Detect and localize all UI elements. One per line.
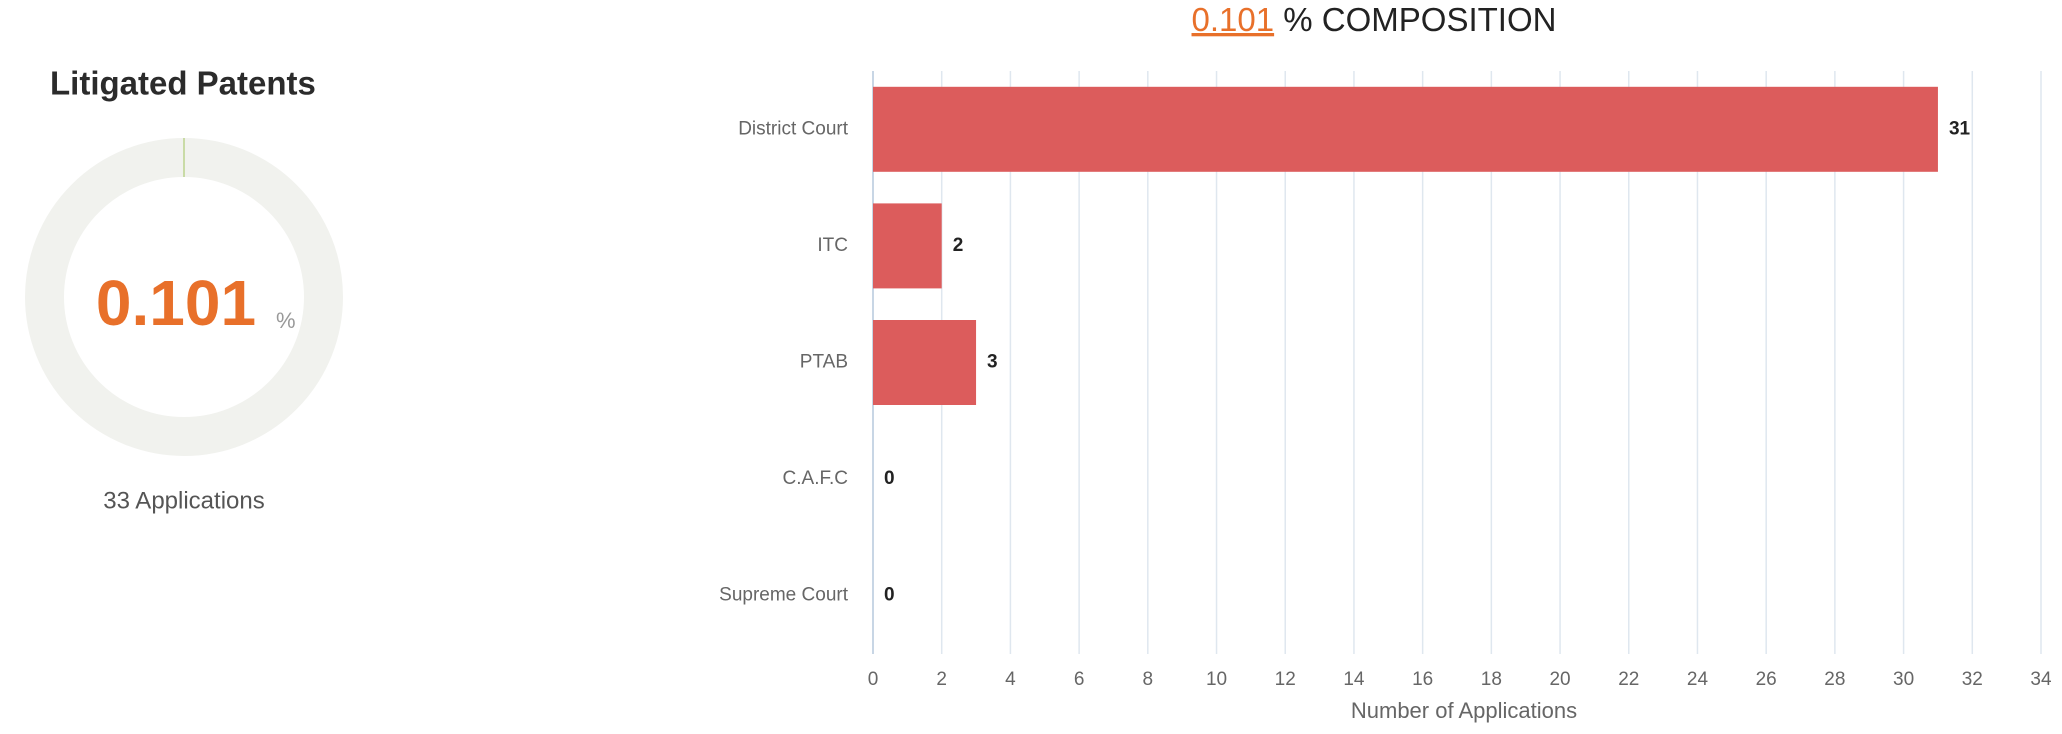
x-tick-label: 32 xyxy=(1962,669,1983,690)
bar xyxy=(873,203,942,289)
x-tick-label: 10 xyxy=(1206,669,1227,690)
gauge-caption: 33 Applications xyxy=(103,487,264,514)
y-tick-label: PTAB xyxy=(800,352,848,373)
x-tick-label: 6 xyxy=(1074,669,1085,690)
x-tick-label: 12 xyxy=(1275,669,1296,690)
x-tick-label: 16 xyxy=(1412,669,1433,690)
gauge-unit: % xyxy=(276,308,296,333)
y-tick-label: Supreme Court xyxy=(719,585,849,606)
x-tick-label: 2 xyxy=(936,669,947,690)
value-label: 0 xyxy=(884,585,895,606)
value-label: 3 xyxy=(987,352,998,373)
value-label: 31 xyxy=(1949,118,1971,139)
x-tick-label: 28 xyxy=(1824,669,1845,690)
y-tick-label: ITC xyxy=(817,235,848,256)
y-tick-label: District Court xyxy=(738,118,849,139)
gauge-value: 0.101 xyxy=(96,267,256,339)
bar xyxy=(873,86,1938,172)
value-label: 0 xyxy=(884,468,895,489)
x-tick-label: 0 xyxy=(868,669,879,690)
x-tick-label: 30 xyxy=(1893,669,1914,690)
y-tick-label: C.A.F.C xyxy=(783,468,848,489)
x-tick-label: 4 xyxy=(1005,669,1016,690)
x-tick-label: 24 xyxy=(1687,669,1709,690)
gauge-title: Litigated Patents xyxy=(50,65,316,102)
value-label: 2 xyxy=(953,235,964,256)
x-tick-label: 22 xyxy=(1618,669,1639,690)
chart-title: 0.101 % COMPOSITION xyxy=(1192,1,1557,38)
x-tick-label: 14 xyxy=(1343,669,1365,690)
x-tick-label: 20 xyxy=(1549,669,1570,690)
x-tick-label: 18 xyxy=(1481,669,1502,690)
bar xyxy=(873,320,977,405)
title-text: % COMPOSITION xyxy=(1283,1,1556,38)
x-tick-label: 34 xyxy=(2030,669,2052,690)
x-axis-label: Number of Applications xyxy=(1351,698,1577,723)
title-value: 0.101 xyxy=(1192,1,1275,38)
x-tick-label: 26 xyxy=(1756,669,1777,690)
x-tick-label: 8 xyxy=(1143,669,1154,690)
